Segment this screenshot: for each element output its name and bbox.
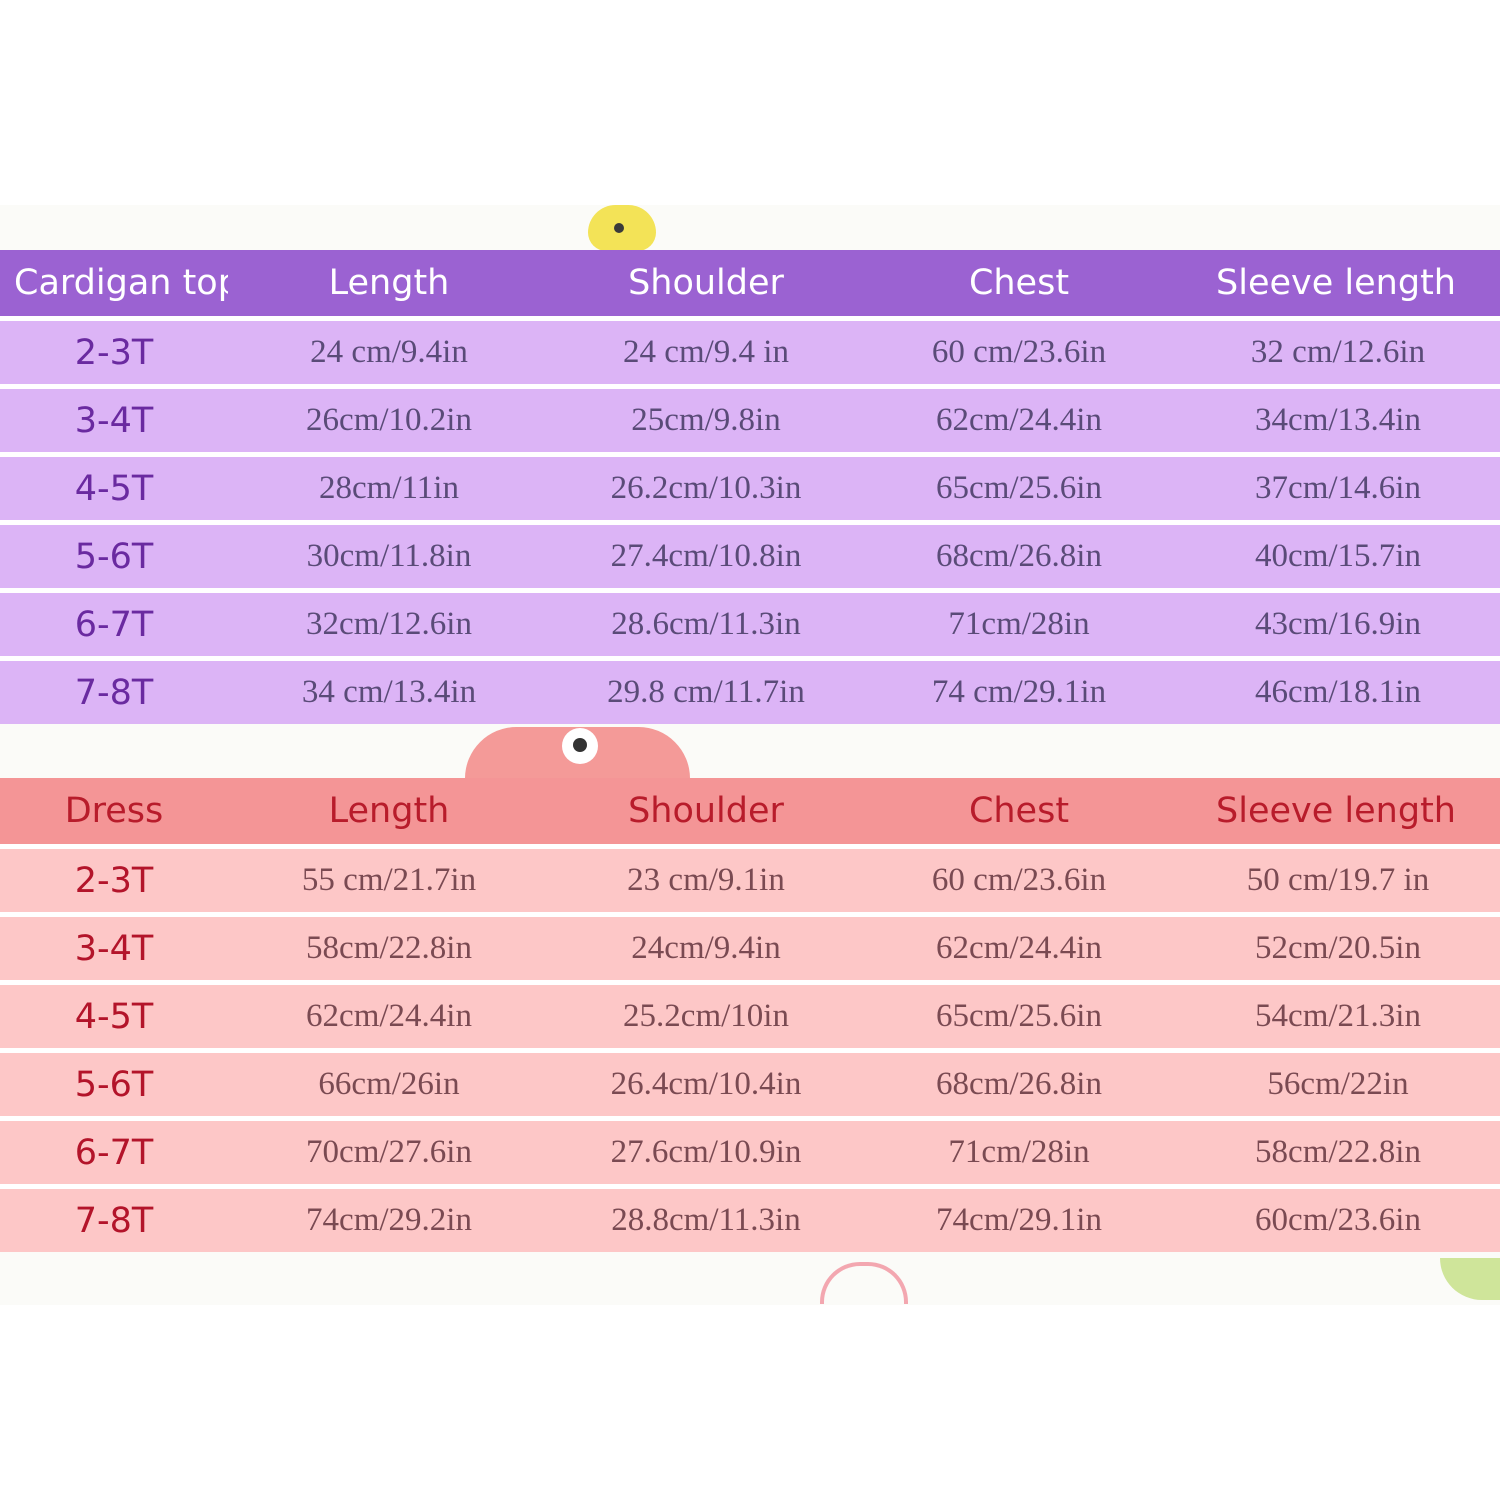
column-header: Cardigan top xyxy=(0,250,228,321)
table-cell: 56cm/22in xyxy=(1176,1053,1500,1121)
table-cell: 37cm/14.6in xyxy=(1176,457,1500,525)
column-header: Sleeve length xyxy=(1176,250,1500,321)
table-cell: 68cm/26.8in xyxy=(862,1053,1176,1121)
table-cell: 34cm/13.4in xyxy=(1176,389,1500,457)
monster-pupil-icon xyxy=(573,738,587,752)
table-cell: 65cm/25.6in xyxy=(862,985,1176,1053)
table-row: 2-3T 55 cm/21.7in 23 cm/9.1in 60 cm/23.6… xyxy=(0,849,1500,917)
table-cell: 24 cm/9.4 in xyxy=(550,321,862,389)
table-cell: 40cm/15.7in xyxy=(1176,525,1500,593)
table-cell: 27.6cm/10.9in xyxy=(550,1121,862,1189)
cardigan-size-table: Cardigan top Length Shoulder Chest Sleev… xyxy=(0,250,1500,724)
table-cell: 25.2cm/10in xyxy=(550,985,862,1053)
dress-size-table: Dress Length Shoulder Chest Sleeve lengt… xyxy=(0,778,1500,1252)
size-cell: 5-6T xyxy=(0,1053,228,1121)
size-cell: 6-7T xyxy=(0,593,228,661)
column-header: Length xyxy=(228,250,550,321)
table-row: 3-4T 58cm/22.8in 24cm/9.4in 62cm/24.4in … xyxy=(0,917,1500,985)
table-cell: 24cm/9.4in xyxy=(550,917,862,985)
table-cell: 34 cm/13.4in xyxy=(228,661,550,724)
size-cell: 7-8T xyxy=(0,661,228,724)
table-cell: 26.4cm/10.4in xyxy=(550,1053,862,1121)
table-cell: 74cm/29.1in xyxy=(862,1189,1176,1252)
table-row: 7-8T 34 cm/13.4in 29.8 cm/11.7in 74 cm/2… xyxy=(0,661,1500,724)
table-cell: 70cm/27.6in xyxy=(228,1121,550,1189)
table-cell: 32 cm/12.6in xyxy=(1176,321,1500,389)
bear-eye-icon xyxy=(614,223,624,233)
table-cell: 28.6cm/11.3in xyxy=(550,593,862,661)
size-cell: 6-7T xyxy=(0,1121,228,1189)
size-cell: 7-8T xyxy=(0,1189,228,1252)
table-cell: 26cm/10.2in xyxy=(228,389,550,457)
size-cell: 2-3T xyxy=(0,321,228,389)
size-cell: 4-5T xyxy=(0,985,228,1053)
table-cell: 43cm/16.9in xyxy=(1176,593,1500,661)
size-cell: 3-4T xyxy=(0,389,228,457)
table-cell: 74 cm/29.1in xyxy=(862,661,1176,724)
table-cell: 32cm/12.6in xyxy=(228,593,550,661)
table-cell: 30cm/11.8in xyxy=(228,525,550,593)
table-cell: 46cm/18.1in xyxy=(1176,661,1500,724)
table-cell: 58cm/22.8in xyxy=(1176,1121,1500,1189)
table-row: 2-3T 24 cm/9.4in 24 cm/9.4 in 60 cm/23.6… xyxy=(0,321,1500,389)
column-header: Length xyxy=(228,778,550,849)
column-header: Shoulder xyxy=(550,778,862,849)
table-cell: 55 cm/21.7in xyxy=(228,849,550,917)
table-cell: 62cm/24.4in xyxy=(862,917,1176,985)
table-cell: 50 cm/19.7 in xyxy=(1176,849,1500,917)
size-cell: 4-5T xyxy=(0,457,228,525)
table-cell: 74cm/29.2in xyxy=(228,1189,550,1252)
table-cell: 52cm/20.5in xyxy=(1176,917,1500,985)
table-cell: 25cm/9.8in xyxy=(550,389,862,457)
column-header: Shoulder xyxy=(550,250,862,321)
table-row: 3-4T 26cm/10.2in 25cm/9.8in 62cm/24.4in … xyxy=(0,389,1500,457)
table-cell: 65cm/25.6in xyxy=(862,457,1176,525)
table-cell: 66cm/26in xyxy=(228,1053,550,1121)
table-row: 4-5T 28cm/11in 26.2cm/10.3in 65cm/25.6in… xyxy=(0,457,1500,525)
table-cell: 68cm/26.8in xyxy=(862,525,1176,593)
table-cell: 29.8 cm/11.7in xyxy=(550,661,862,724)
column-header: Dress xyxy=(0,778,228,849)
table-cell: 27.4cm/10.8in xyxy=(550,525,862,593)
column-header: Sleeve length xyxy=(1176,778,1500,849)
size-cell: 3-4T xyxy=(0,917,228,985)
table-row: 4-5T 62cm/24.4in 25.2cm/10in 65cm/25.6in… xyxy=(0,985,1500,1053)
table-cell: 71cm/28in xyxy=(862,593,1176,661)
table-cell: 62cm/24.4in xyxy=(228,985,550,1053)
table-cell: 28cm/11in xyxy=(228,457,550,525)
table-cell: 28.8cm/11.3in xyxy=(550,1189,862,1252)
table-cell: 58cm/22.8in xyxy=(228,917,550,985)
table-row: 6-7T 32cm/12.6in 28.6cm/11.3in 71cm/28in… xyxy=(0,593,1500,661)
table-row: 6-7T 70cm/27.6in 27.6cm/10.9in 71cm/28in… xyxy=(0,1121,1500,1189)
table-cell: 71cm/28in xyxy=(862,1121,1176,1189)
table-header-row: Dress Length Shoulder Chest Sleeve lengt… xyxy=(0,778,1500,849)
size-cell: 5-6T xyxy=(0,525,228,593)
table-row: 5-6T 66cm/26in 26.4cm/10.4in 68cm/26.8in… xyxy=(0,1053,1500,1121)
column-header: Chest xyxy=(862,778,1176,849)
table-cell: 60 cm/23.6in xyxy=(862,849,1176,917)
table-row: 7-8T 74cm/29.2in 28.8cm/11.3in 74cm/29.1… xyxy=(0,1189,1500,1252)
table-cell: 62cm/24.4in xyxy=(862,389,1176,457)
table-header-row: Cardigan top Length Shoulder Chest Sleev… xyxy=(0,250,1500,321)
table-row: 5-6T 30cm/11.8in 27.4cm/10.8in 68cm/26.8… xyxy=(0,525,1500,593)
column-header: Chest xyxy=(862,250,1176,321)
table-cell: 23 cm/9.1in xyxy=(550,849,862,917)
size-cell: 2-3T xyxy=(0,849,228,917)
table-cell: 54cm/21.3in xyxy=(1176,985,1500,1053)
table-cell: 26.2cm/10.3in xyxy=(550,457,862,525)
table-cell: 60 cm/23.6in xyxy=(862,321,1176,389)
table-cell: 24 cm/9.4in xyxy=(228,321,550,389)
table-cell: 60cm/23.6in xyxy=(1176,1189,1500,1252)
